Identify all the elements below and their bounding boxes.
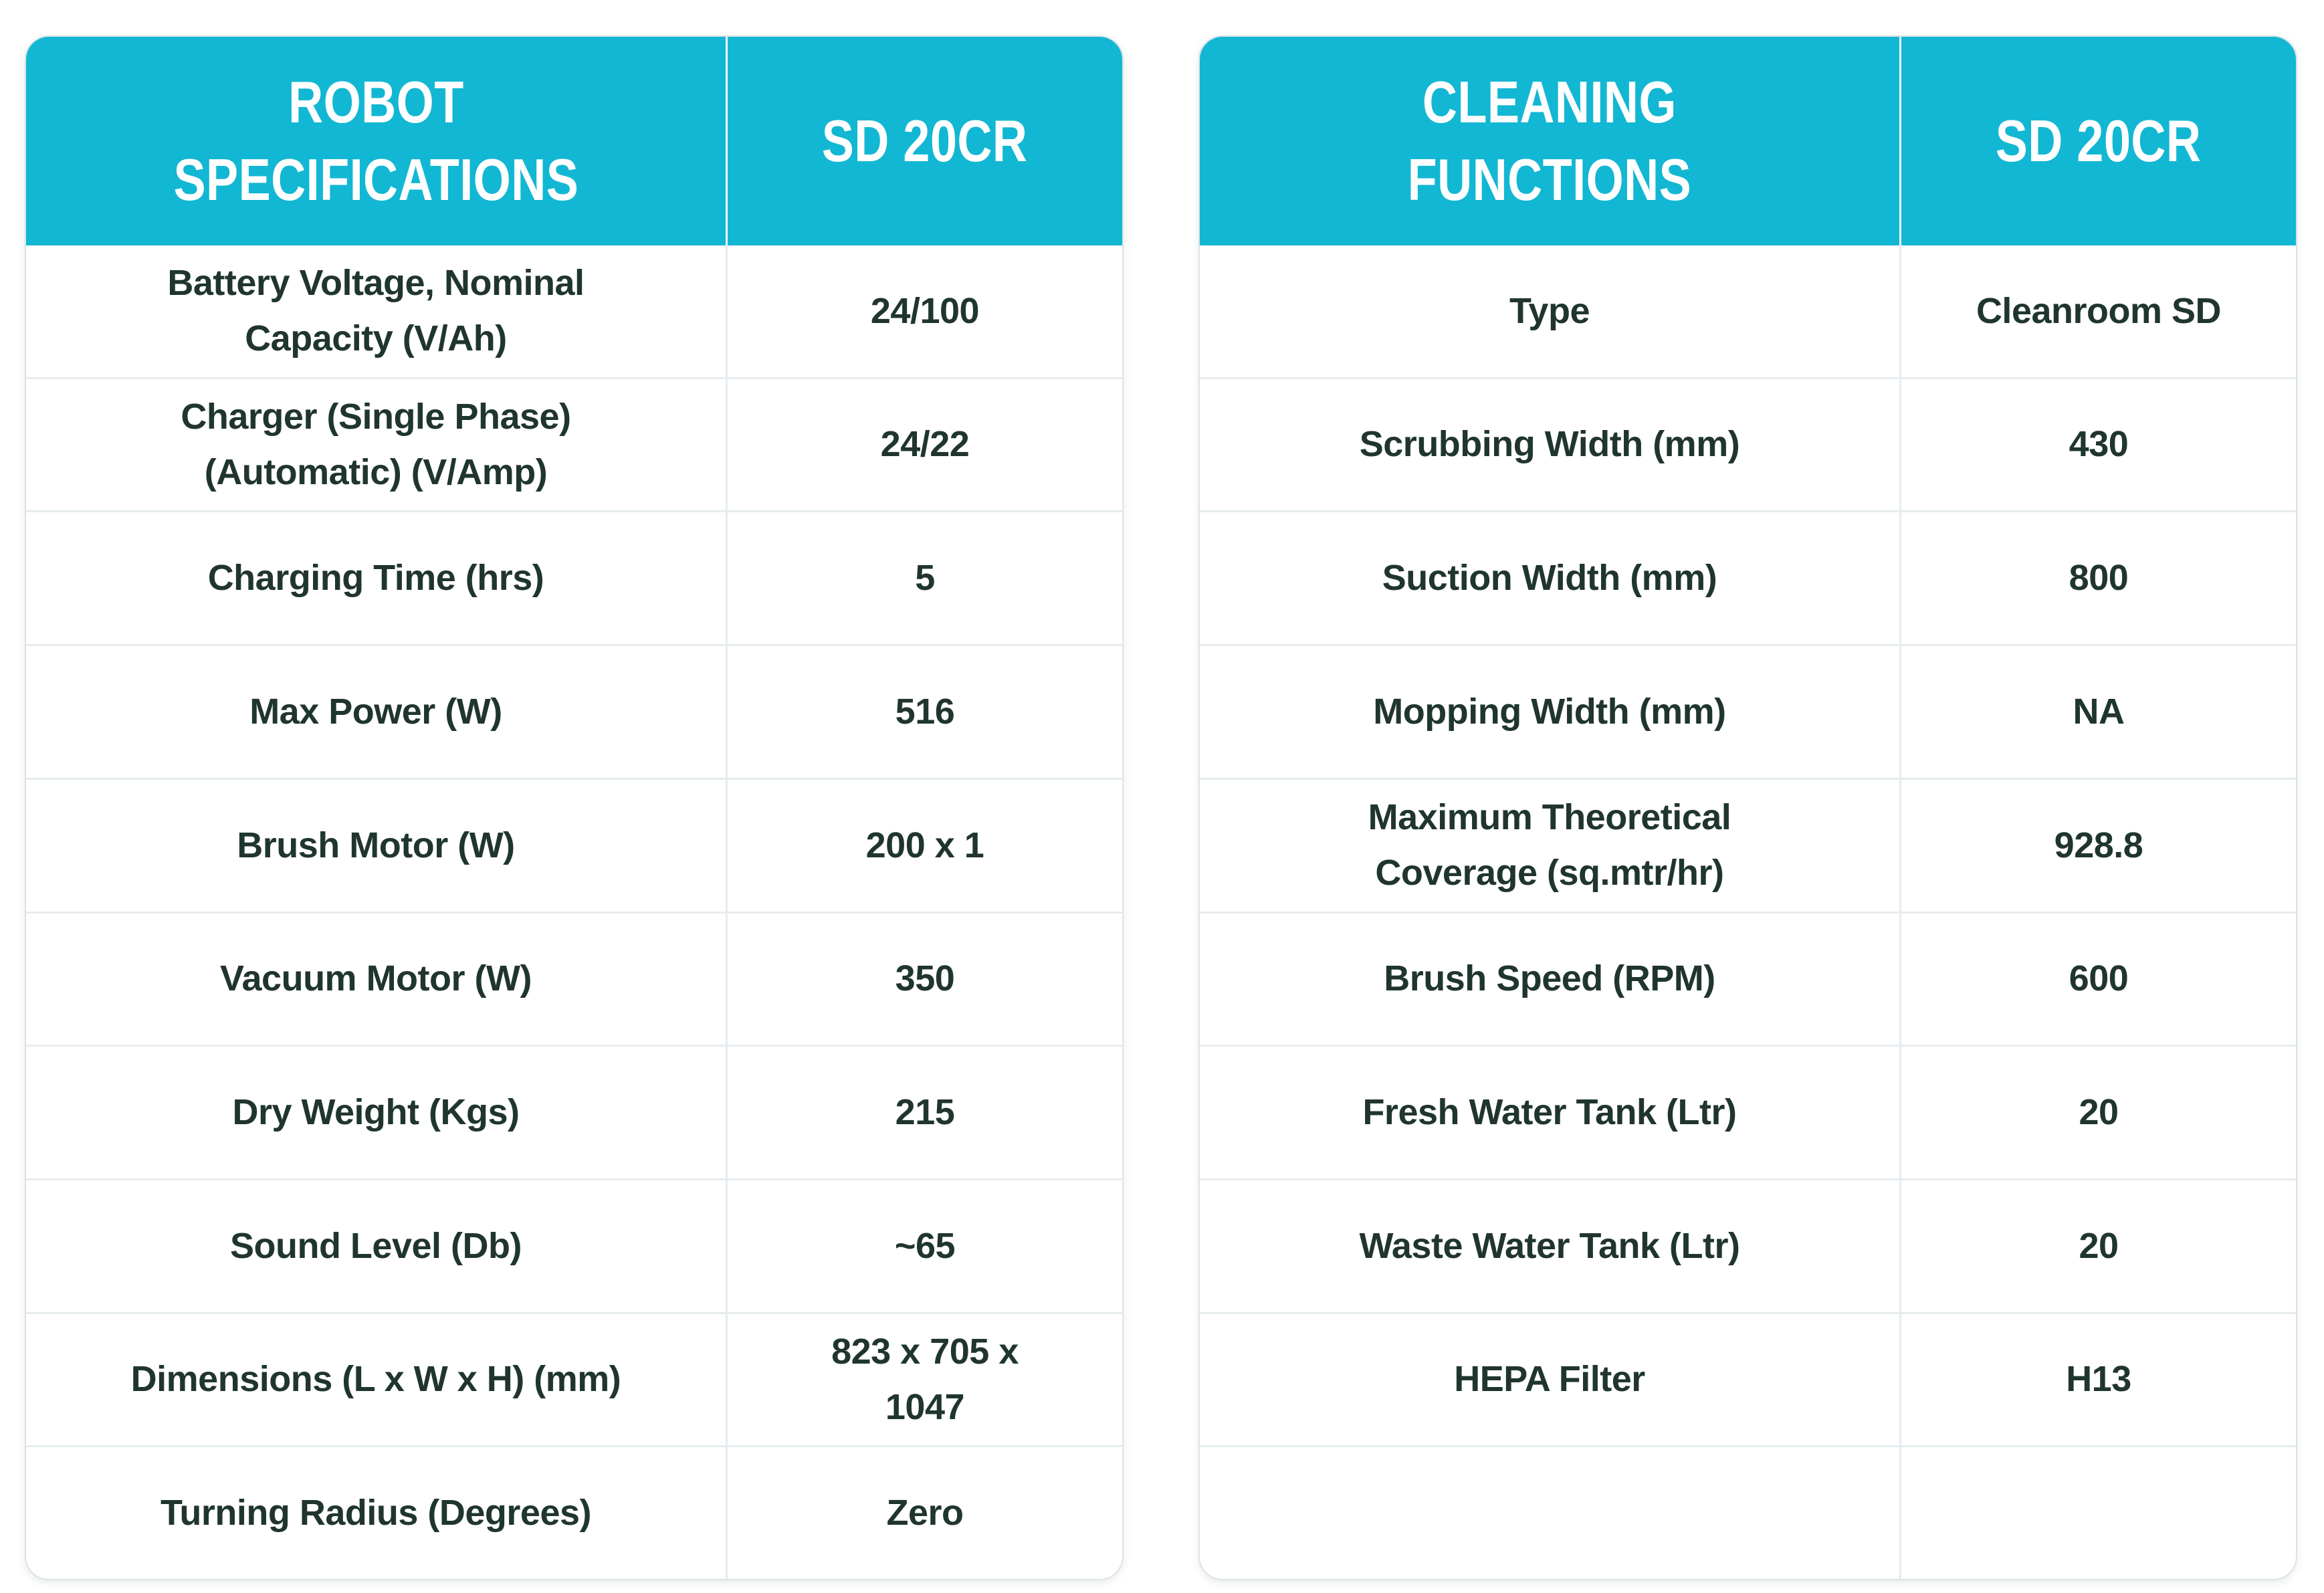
row-label: Dry Weight (Kgs) — [26, 1047, 728, 1178]
row-label — [1200, 1447, 1901, 1579]
row-label: Suction Width (mm) — [1200, 512, 1901, 645]
row-label: Maximum Theoretical Coverage (sq.mtr/hr) — [1200, 779, 1901, 912]
table-row — [1200, 1445, 2296, 1579]
table-row: Turning Radius (Degrees) Zero — [26, 1445, 1122, 1579]
robot-specs-header-title: ROBOT SPECIFICATIONS — [26, 37, 728, 245]
row-value: NA — [2073, 691, 2125, 732]
row-value: ~65 — [894, 1225, 956, 1266]
cleaning-functions-header-model-text: SD 20CR — [1996, 107, 2202, 174]
table-row: Dimensions (L x W x H) (mm) 823 x 705 x … — [26, 1311, 1122, 1446]
table-cleaning-functions: CLEANING FUNCTIONS SD 20CR Type Cleanroo… — [1198, 35, 2297, 1580]
row-label: Vacuum Motor (W) — [26, 913, 728, 1045]
row-value: 430 — [2069, 424, 2129, 465]
row-value: 823 x 705 x 1047 — [831, 1331, 1019, 1427]
table-row: Suction Width (mm) 800 — [1200, 510, 2296, 645]
row-value: 5 — [915, 558, 935, 599]
row-value: Cleanroom SD — [1976, 290, 2222, 331]
row-label: Fresh Water Tank (Ltr) — [1200, 1047, 1901, 1178]
table-row: HEPA Filter H13 — [1200, 1311, 2296, 1446]
row-value: 20 — [2079, 1091, 2119, 1132]
row-label: Charging Time (hrs) — [26, 512, 728, 645]
row-label: Waste Water Tank (Ltr) — [1200, 1180, 1901, 1312]
table-row: Type Cleanroom SD — [1200, 245, 2296, 377]
cleaning-functions-header-title: CLEANING FUNCTIONS — [1200, 37, 1901, 245]
table-row: Mopping Width (mm) NA — [1200, 644, 2296, 778]
table-row: Vacuum Motor (W) 350 — [26, 911, 1122, 1045]
robot-specs-header: ROBOT SPECIFICATIONS SD 20CR — [26, 37, 1122, 245]
row-label: Type — [1200, 245, 1901, 377]
row-value: 24/100 — [870, 290, 980, 331]
table-row: Sound Level (Db) ~65 — [26, 1178, 1122, 1312]
cleaning-functions-body: Type Cleanroom SD Scrubbing Width (mm) 4… — [1200, 245, 2296, 1579]
row-label: Max Power (W) — [26, 646, 728, 778]
row-value: 516 — [895, 691, 955, 732]
row-value — [1901, 1447, 2296, 1579]
table-row: Max Power (W) 516 — [26, 644, 1122, 778]
row-label: Brush Motor (W) — [26, 779, 728, 912]
table-row: Brush Speed (RPM) 600 — [1200, 911, 2296, 1045]
row-value: 800 — [2069, 558, 2129, 599]
row-label: Turning Radius (Degrees) — [26, 1447, 728, 1579]
table-row: Fresh Water Tank (Ltr) 20 — [1200, 1045, 2296, 1178]
cleaning-functions-header-model: SD 20CR — [1901, 37, 2296, 245]
row-value: 350 — [895, 958, 955, 999]
row-label: Scrubbing Width (mm) — [1200, 379, 1901, 511]
row-label: Battery Voltage, Nominal Capacity (V/Ah) — [26, 245, 728, 377]
row-label: Brush Speed (RPM) — [1200, 913, 1901, 1045]
row-value: 20 — [2079, 1225, 2119, 1266]
table-row: Battery Voltage, Nominal Capacity (V/Ah)… — [26, 245, 1122, 377]
cleaning-functions-header: CLEANING FUNCTIONS SD 20CR — [1200, 37, 2296, 245]
row-value: 928.8 — [2054, 825, 2143, 865]
table-row: Scrubbing Width (mm) 430 — [1200, 377, 2296, 511]
row-value: Zero — [886, 1493, 964, 1533]
row-label: Dimensions (L x W x H) (mm) — [26, 1313, 728, 1446]
row-label: Charger (Single Phase) (Automatic) (V/Am… — [26, 379, 728, 511]
row-value: 24/22 — [880, 424, 970, 465]
row-label: Sound Level (Db) — [26, 1180, 728, 1312]
table-row: Charger (Single Phase) (Automatic) (V/Am… — [26, 377, 1122, 511]
row-label: HEPA Filter — [1200, 1313, 1901, 1446]
row-value: 600 — [2069, 958, 2129, 999]
robot-specs-header-title-text: ROBOT SPECIFICATIONS — [173, 68, 578, 213]
row-value: 215 — [895, 1091, 955, 1132]
row-value: H13 — [2066, 1359, 2131, 1400]
row-value: 200 x 1 — [865, 825, 984, 865]
robot-specs-header-model: SD 20CR — [728, 37, 1122, 245]
table-row: Waste Water Tank (Ltr) 20 — [1200, 1178, 2296, 1312]
table-row: Dry Weight (Kgs) 215 — [26, 1045, 1122, 1178]
cleaning-functions-header-title-text: CLEANING FUNCTIONS — [1407, 68, 1692, 213]
row-label: Mopping Width (mm) — [1200, 646, 1901, 778]
table-row: Maximum Theoretical Coverage (sq.mtr/hr)… — [1200, 777, 2296, 912]
table-row: Charging Time (hrs) 5 — [26, 510, 1122, 645]
robot-specs-header-model-text: SD 20CR — [822, 107, 1028, 174]
robot-specs-body: Battery Voltage, Nominal Capacity (V/Ah)… — [26, 245, 1122, 1579]
table-robot-specifications: ROBOT SPECIFICATIONS SD 20CR Battery Vol… — [25, 35, 1124, 1580]
table-row: Brush Motor (W) 200 x 1 — [26, 777, 1122, 912]
